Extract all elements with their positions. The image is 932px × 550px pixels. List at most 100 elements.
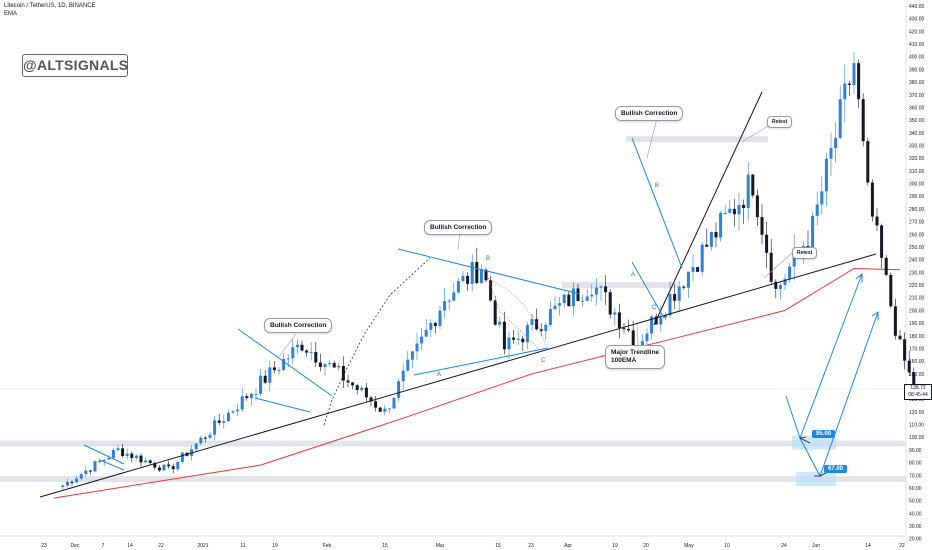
candle [585,289,589,302]
candle [79,472,83,481]
target-zone [792,435,836,450]
y-tick-label: 360.00 [909,105,925,111]
candle [397,378,401,402]
candle [512,330,516,344]
candle [121,444,125,458]
candle [884,255,888,276]
candle [130,451,134,463]
candle [866,137,870,186]
candle [167,460,171,469]
y-tick-label: 410.00 [909,42,925,48]
candle [231,409,235,414]
wave-c-apr: C [652,305,657,311]
candle [309,342,313,361]
candle [714,222,718,248]
candle [98,458,102,463]
candle [875,208,879,232]
candle [401,364,405,391]
candle [213,415,217,441]
callout-retest-lower: Retest [792,247,818,259]
candle [475,247,479,285]
candle [645,328,649,346]
candle [640,334,644,346]
candle [553,296,557,311]
y-tick-label: 310.00 [909,169,925,175]
candle [760,203,764,245]
y-tick-label: 370.00 [909,93,925,99]
candle [139,453,143,467]
candle [696,266,700,273]
wave-a-apr: A [631,272,636,278]
candle [438,305,442,330]
candle [387,408,391,414]
candle [470,253,474,292]
candle [709,231,713,251]
candle [705,228,709,248]
x-tick-label: 2021 [197,543,208,549]
candle [700,241,704,277]
candle [838,85,842,139]
candle [751,174,755,198]
candle [447,298,451,311]
candle [530,313,534,331]
candle [199,435,203,446]
y-tick-label: 30.00 [909,524,922,530]
x-tick-label: 7 [102,543,105,549]
candle [525,321,529,350]
candle [728,200,732,214]
candle [668,281,672,319]
candle [576,283,580,302]
candle [295,338,299,354]
trendline-label: Major Trendline [611,349,660,356]
candle [594,277,598,305]
candle [682,285,686,290]
support-zones [0,136,906,487]
candle [443,288,447,319]
candle [857,59,861,108]
candle [765,222,769,268]
callout-bullish-correction-mar: Bullish Correction [424,220,493,235]
x-tick-label: May [684,543,694,549]
candle [599,285,603,301]
candle [144,457,148,463]
wave-b-mar: B [486,256,491,262]
candle [148,459,152,466]
y-tick-label: 180.00 [909,334,925,340]
candle [61,483,65,490]
candle [107,455,111,460]
y-tick-label: 50.00 [909,499,922,505]
candle [65,478,69,488]
candle [493,296,497,326]
candle [571,282,575,316]
last-price-tag: 138.72 08:45:44 [904,384,932,400]
watermark-logo: @ALTSIGNALS [22,54,128,77]
candle [374,395,378,412]
wave-b-apr: B [655,183,660,189]
y-tick-label: 200.00 [909,308,925,314]
candle [259,369,263,397]
candle [429,319,433,338]
support-zone [562,282,678,289]
ema-100-line [53,267,901,499]
candle [815,191,819,226]
candle [226,409,230,422]
symbol-title: Litecoin / TetherUS, 1D, BINANCE [4,3,96,9]
y-tick-label: 160.00 [909,359,925,365]
candle [162,464,166,471]
candle [406,350,410,373]
y-tick-label: 170.00 [909,346,925,352]
support-zone [0,440,906,447]
y-tick-label: 340.00 [909,131,925,137]
candle [176,461,180,472]
candle [456,277,460,295]
candle [383,404,387,416]
candle [88,469,92,475]
candle [479,264,483,285]
candle [194,443,198,453]
indicator-label: EMA [4,11,18,17]
y-tick-label: 440.00 [909,4,925,10]
candle [498,316,502,329]
candle [392,396,396,410]
candle [742,199,746,224]
bar-countdown: 08:45:44 [908,391,928,398]
